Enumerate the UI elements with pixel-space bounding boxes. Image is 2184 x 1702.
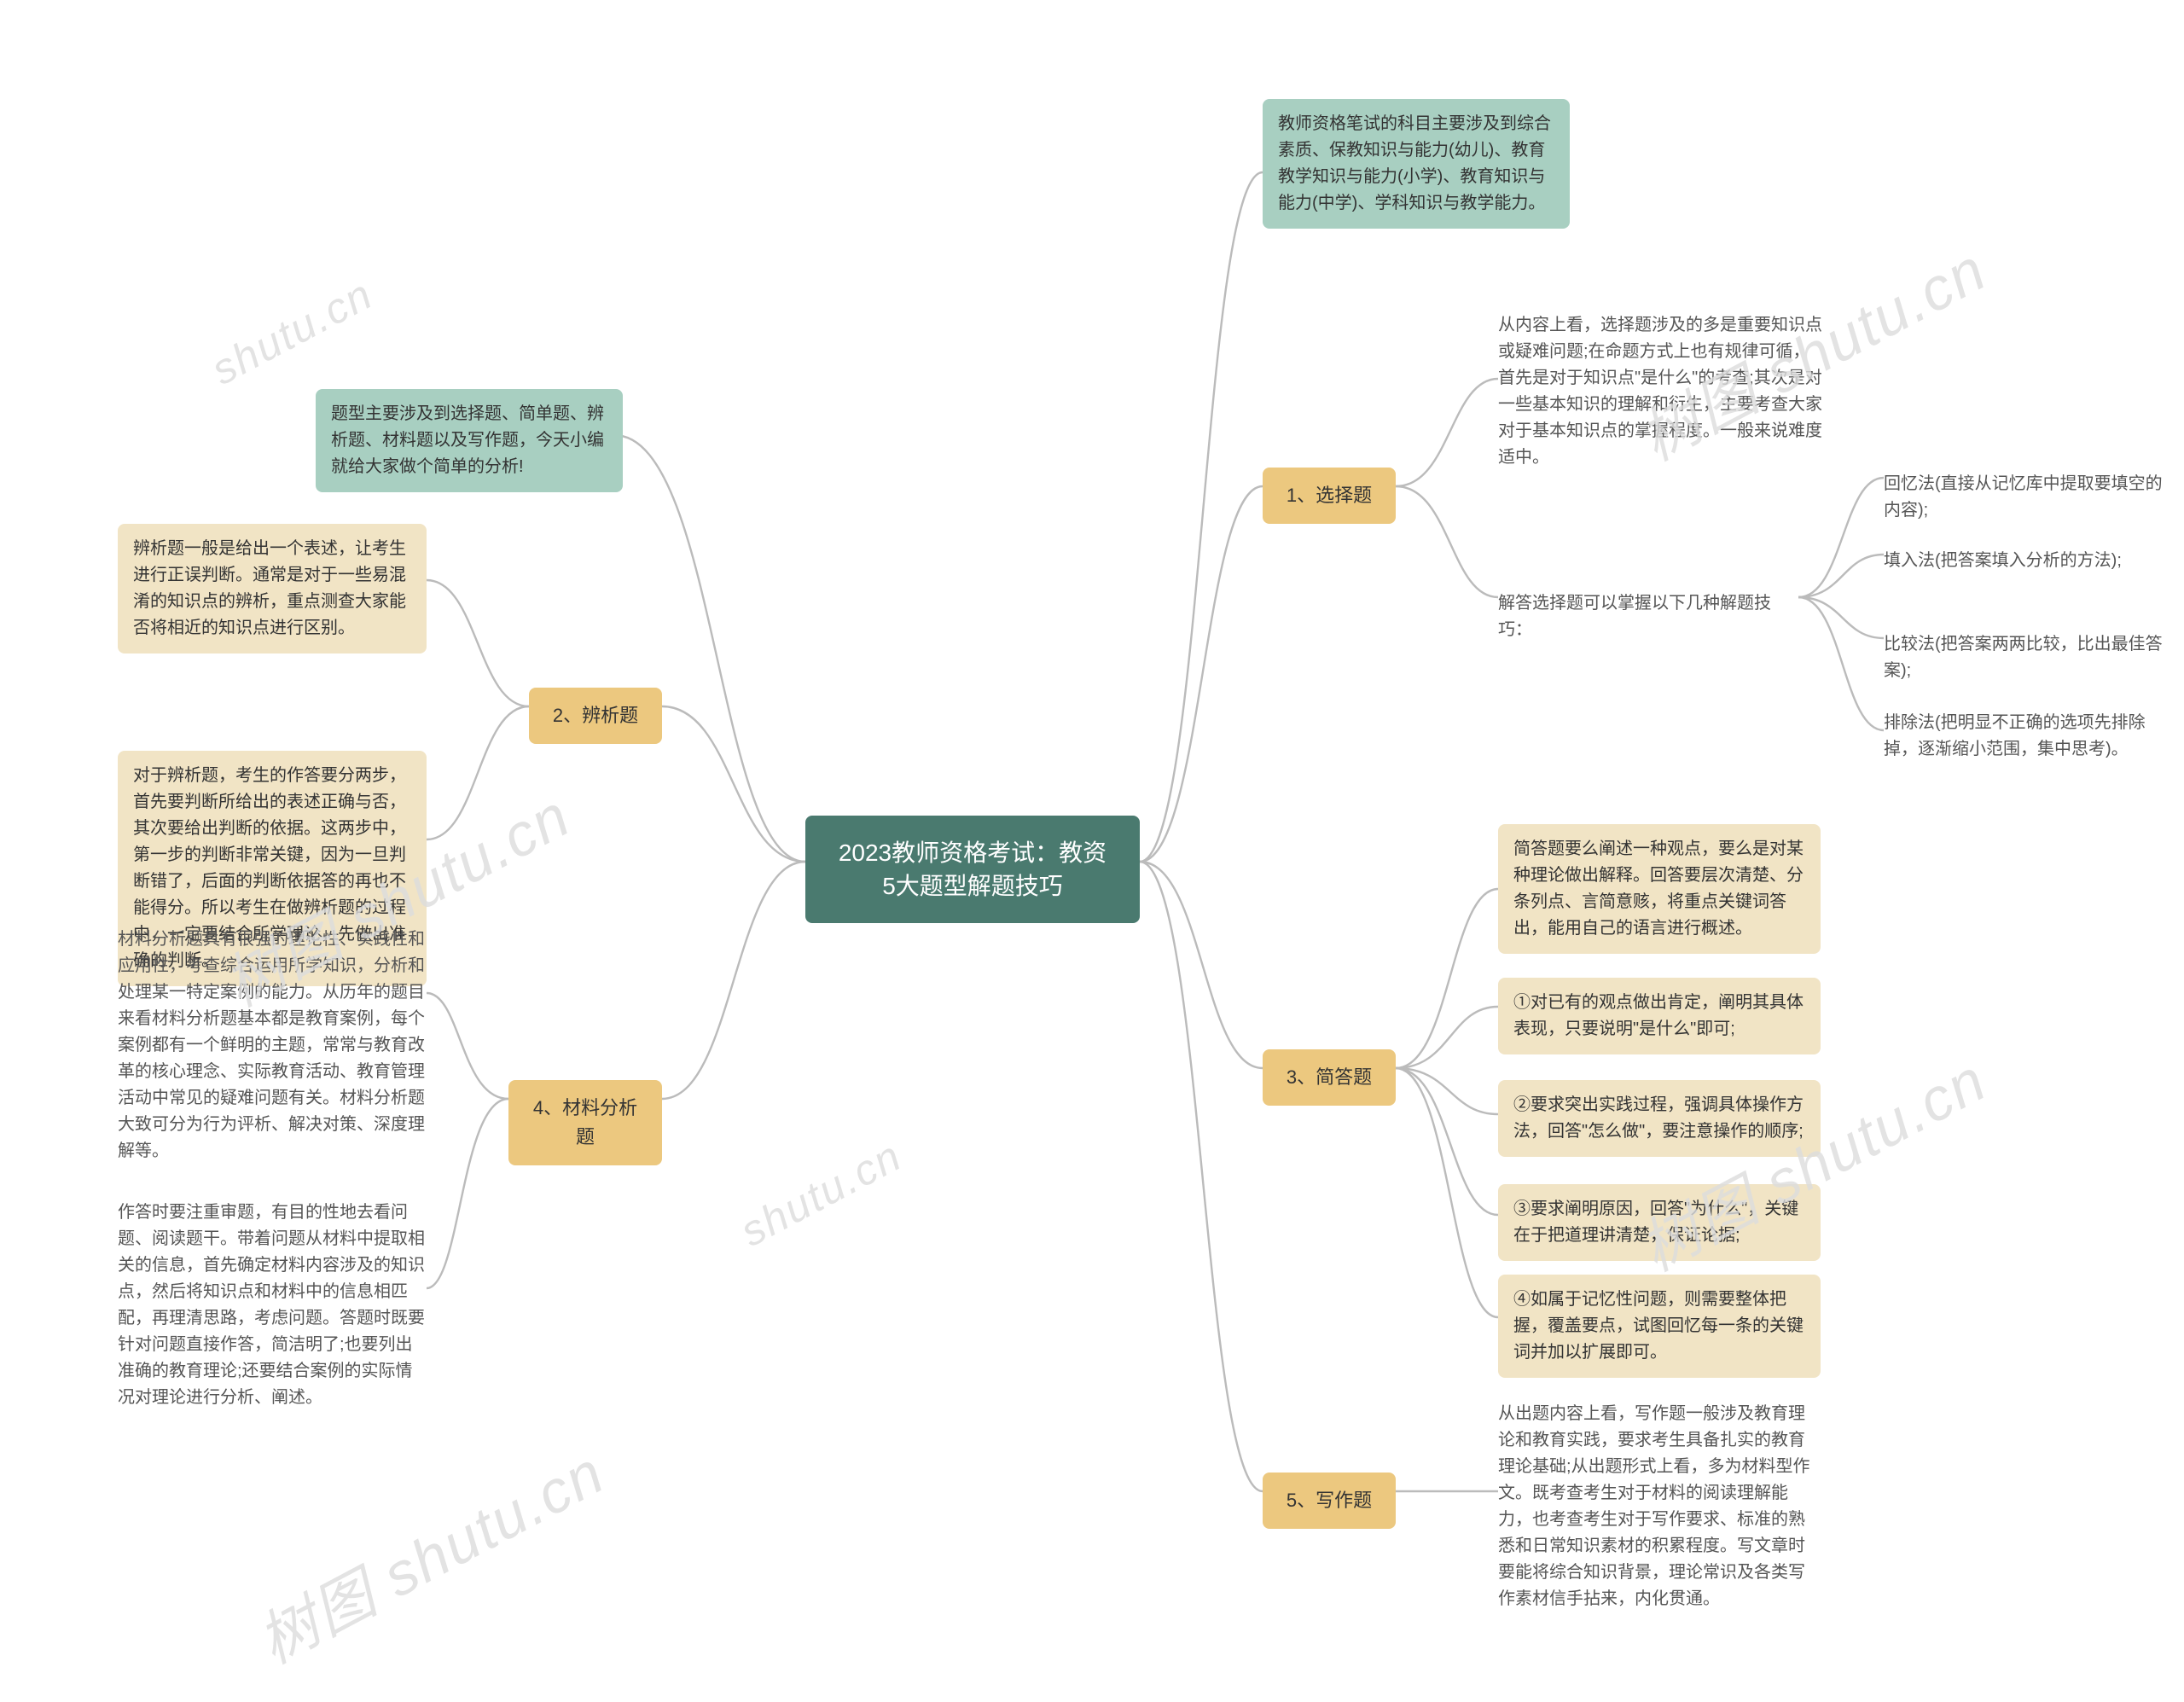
branch-1-leaf-1: 从内容上看，选择题涉及的多是重要知识点或疑难问题;在命题方式上也有规律可循，首先…	[1498, 307, 1822, 476]
branch-4: 4、材料分析题	[508, 1080, 662, 1165]
branch-3-leaf-1: 简答题要么阐述一种观点，要么是对某种理论做出解释。回答要层次清楚、分条列点、言简…	[1498, 824, 1821, 954]
branch-3-leaf-4: ③要求阐明原因，回答"为什么"，关键在于把道理讲清楚，保证论据;	[1498, 1184, 1821, 1261]
branch-2-leaf-1: 辨析题一般是给出一个表述，让考生进行正误判断。通常是对于一些易混淆的知识点的辨析…	[118, 524, 427, 653]
branch-1-tip-3: 比较法(把答案两两比较，比出最佳答案);	[1884, 626, 2174, 689]
branch-2: 2、辨析题	[529, 688, 662, 744]
branch-5: 5、写作题	[1263, 1473, 1396, 1529]
branch-1: 1、选择题	[1263, 468, 1396, 524]
center-node: 2023教师资格考试：教资 5大题型解题技巧	[805, 816, 1140, 923]
watermark: shutu.cn	[732, 1130, 909, 1256]
branch-1-tip-4: 排除法(把明显不正确的选项先排除掉，逐渐缩小范围，集中思考)。	[1884, 705, 2174, 768]
branch-1-tip-1: 回忆法(直接从记忆库中提取要填空的内容);	[1884, 466, 2174, 529]
branch-3-leaf-5: ④如属于记忆性问题，则需要整体把握，覆盖要点，试图回忆每一条的关键词并加以扩展即…	[1498, 1275, 1821, 1378]
branch-3: 3、简答题	[1263, 1049, 1396, 1106]
watermark: shutu.cn	[203, 269, 380, 394]
branch-3-leaf-3: ②要求突出实践过程，强调具体操作方法，回答"怎么做"，要注意操作的顺序;	[1498, 1080, 1821, 1157]
intro-left: 题型主要涉及到选择题、简单题、辨析题、材料题以及写作题，今天小编就给大家做个简单…	[316, 389, 623, 492]
branch-1-leaf-2: 解答选择题可以掌握以下几种解题技巧：	[1498, 585, 1798, 648]
branch-5-leaf-1: 从出题内容上看，写作题一般涉及教育理论和教育实践，要求考生具备扎实的教育理论基础…	[1498, 1396, 1821, 1618]
intro-right: 教师资格笔试的科目主要涉及到综合素质、保教知识与能力(幼儿)、教育教学知识与能力…	[1263, 99, 1570, 229]
branch-3-leaf-2: ①对已有的观点做出肯定，阐明其具体表现，只要说明"是什么"即可;	[1498, 978, 1821, 1054]
branch-4-leaf-2: 作答时要注重审题，有目的性地去看问题、阅读题干。带着问题从材料中提取相关的信息，…	[118, 1194, 427, 1416]
center-title-line2: 5大题型解题技巧	[882, 873, 1063, 899]
watermark: 树图 shutu.cn	[241, 1426, 617, 1681]
branch-4-leaf-1: 材料分析题具有很强的理论性、实践性和应用性，考查综合运用所学知识，分析和处理某一…	[118, 921, 427, 1170]
center-title-line1: 2023教师资格考试：教资	[839, 839, 1107, 866]
branch-1-tip-2: 填入法(把答案填入分析的方法);	[1884, 543, 2174, 579]
